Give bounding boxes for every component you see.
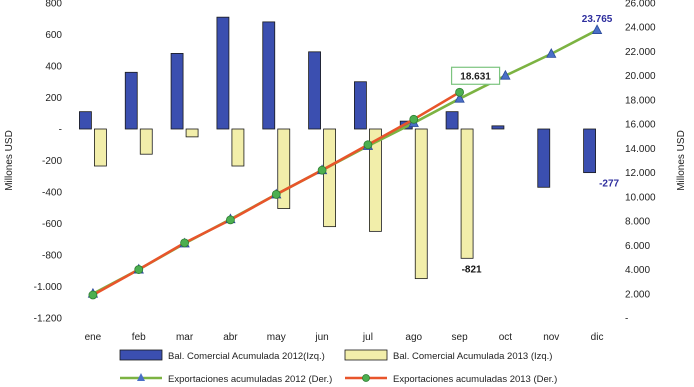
x-tick-label: oct — [499, 332, 513, 343]
bar — [79, 111, 92, 130]
right-tick-label: 20.000 — [625, 71, 656, 82]
legend-label: Exportaciones acumuladas 2012 (Der.) — [168, 374, 332, 385]
right-axis-title: Millones USD — [676, 130, 687, 191]
x-tick-label: feb — [132, 332, 146, 343]
circle-marker — [134, 265, 144, 274]
x-tick-label: nov — [543, 332, 559, 343]
bar — [94, 128, 107, 167]
bar — [170, 53, 184, 130]
left-axis-title: Millones USD — [4, 130, 15, 191]
series-line — [92, 28, 598, 295]
x-tick-label: jun — [314, 332, 328, 343]
circle-marker — [226, 215, 235, 225]
x-tick-label: mar — [176, 332, 194, 343]
right-tick-label: - — [625, 314, 628, 325]
bar — [323, 128, 336, 228]
left-tick-label: -200 — [42, 156, 62, 167]
legend-marker — [362, 374, 370, 382]
circle-marker — [271, 190, 281, 199]
bar — [414, 128, 428, 280]
bar — [124, 71, 138, 130]
triangle-marker — [591, 24, 603, 34]
right-tick-label: 6.000 — [625, 241, 650, 252]
bar — [537, 128, 551, 188]
x-tick-label: jul — [362, 332, 373, 343]
left-tick-label: - — [59, 125, 62, 136]
data-labels: 23.765 18.631 -821 -277 — [450, 14, 620, 275]
right-tick-label: 26.000 — [625, 0, 656, 10]
bar — [262, 21, 276, 130]
bar — [491, 125, 505, 130]
x-axis-ticks: ene feb mar abr may jun jul ago sep oct nov dic — [85, 332, 604, 343]
legend-swatch — [344, 349, 388, 361]
right-tick-label: 4.000 — [625, 265, 650, 276]
data-label: -277 — [599, 179, 619, 190]
right-tick-label: 22.000 — [625, 47, 656, 58]
bar-series-group — [79, 16, 596, 280]
circle-marker — [455, 87, 464, 97]
right-tick-label: 12.000 — [625, 168, 656, 179]
data-label: -821 — [462, 264, 482, 275]
left-tick-label: -800 — [42, 251, 62, 262]
data-label: 23.765 — [582, 14, 613, 25]
right-tick-label: 18.000 — [625, 95, 656, 106]
bar — [460, 128, 474, 259]
legend-swatch — [119, 349, 163, 361]
x-tick-label: dic — [591, 332, 604, 343]
line-series-group — [87, 24, 603, 300]
triangle-marker — [500, 69, 511, 80]
bar — [216, 16, 230, 130]
data-label-box — [450, 66, 501, 85]
bar — [369, 128, 382, 232]
x-tick-label: ene — [85, 332, 102, 343]
x-tick-label: may — [267, 332, 286, 343]
legend-label: Bal. Comercial Acumulada 2013 (Izq.) — [393, 351, 552, 362]
legend-label: Bal. Comercial Acumulada 2012(Izq.) — [168, 351, 325, 362]
triangle-marker — [546, 48, 557, 58]
bar — [583, 128, 596, 174]
legend: Bal. Comercial Acumulada 2012(Izq.) Bal. … — [119, 349, 557, 385]
left-tick-label: -1.200 — [34, 314, 63, 325]
left-tick-label: 400 — [45, 62, 62, 73]
legend-marker — [137, 373, 145, 381]
triangle-marker — [454, 92, 465, 103]
left-tick-label: 800 — [45, 0, 62, 10]
right-tick-label: 24.000 — [625, 23, 656, 34]
circle-marker — [88, 290, 98, 300]
circle-marker — [409, 114, 419, 124]
right-tick-label: 10.000 — [625, 192, 656, 203]
left-tick-label: -1.000 — [34, 282, 63, 293]
data-label: 18.631 — [460, 71, 491, 82]
x-tick-label: sep — [452, 332, 469, 343]
bar — [231, 128, 245, 167]
left-tick-label: -400 — [42, 188, 62, 199]
circle-marker — [363, 140, 373, 150]
right-tick-label: 16.000 — [625, 120, 656, 131]
circle-marker — [180, 238, 189, 248]
right-tick-label: 14.000 — [625, 144, 656, 155]
bar — [308, 51, 321, 130]
left-tick-label: -600 — [42, 219, 62, 230]
left-tick-label: 600 — [45, 30, 62, 41]
right-tick-label: 2.000 — [625, 289, 650, 300]
left-axis: -1.200-1.000-800-600-400-200-20040060080… — [34, 0, 63, 325]
x-tick-label: abr — [223, 332, 238, 343]
legend-label: Exportaciones acumuladas 2013 (Der.) — [393, 374, 557, 385]
right-tick-label: 8.000 — [625, 217, 650, 228]
bar — [185, 128, 199, 138]
bar — [354, 81, 367, 130]
bar — [139, 128, 153, 155]
right-axis: - 2.000 4.000 6.000 8.000 10.000 12.000 14.000 1… — [625, 0, 656, 325]
x-tick-label: ago — [405, 332, 422, 343]
circle-marker — [317, 165, 327, 175]
left-tick-label: 200 — [45, 93, 62, 104]
bar — [445, 111, 459, 130]
